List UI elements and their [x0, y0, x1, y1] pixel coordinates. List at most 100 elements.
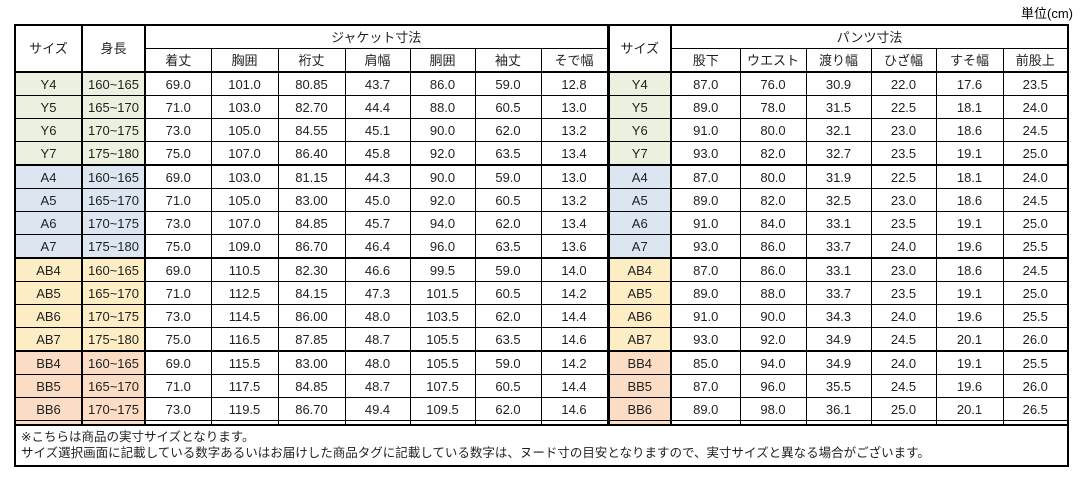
pants-value-cell: 25.5 [1002, 350, 1069, 375]
jacket-value-cell: 63.5 [474, 141, 542, 166]
jacket-value-cell: 43.7 [344, 71, 411, 96]
table-header: サイズ 身長 ジャケット寸法 サイズ パンツ寸法 着丈 胸囲 裄丈 肩幅 胴囲 … [14, 24, 1069, 73]
jacket-value-cell: 107.0 [210, 211, 279, 235]
jacket-value-cell: 13.6 [540, 234, 609, 259]
jacket-value-cell: 71.0 [144, 374, 212, 398]
pants-value-cell: 25.0 [1002, 281, 1069, 305]
jacket-value-cell: 73.0 [144, 118, 212, 142]
jacket-value-cell: 99.5 [409, 257, 476, 282]
pants-value-cell: 25.5 [1002, 234, 1069, 259]
jacket-value-cell: 47.3 [344, 281, 411, 305]
size-cell: Y4 [14, 71, 83, 96]
jacket-value-cell: 12.8 [540, 71, 609, 96]
jacket-value-cell: 75.0 [144, 141, 212, 166]
pants-value-cell: 91.0 [670, 211, 741, 235]
size-cell: A7 [14, 234, 83, 259]
pants-value-cell: 93.0 [670, 234, 741, 259]
notes-box: ※こちらは商品の実寸サイズとなります。 サイズ選択画面に記載している数字あるいは… [14, 424, 1069, 467]
pants-value-cell: 25.0 [1002, 141, 1069, 166]
size-cell: A4 [14, 164, 83, 189]
jacket-value-cell: 13.4 [540, 141, 609, 166]
height-cell: 175~180 [81, 234, 146, 259]
table-row: A5 165~170 71.0 105.0 83.00 45.0 92.0 60.5 13.2 A… [14, 188, 1069, 212]
table-row: AB6 170~175 73.0 114.5 86.00 48.0 103.5 62.0 14.… [14, 304, 1069, 328]
size-cell: AB7 [14, 327, 83, 352]
pants-value-cell: 24.0 [870, 234, 937, 259]
jacket-value-cell: 46.4 [344, 234, 411, 259]
pants-value-cell: 32.5 [805, 188, 872, 212]
pants-size-cell: AB4 [606, 257, 672, 282]
height-cell: 175~180 [81, 327, 146, 352]
pants-value-cell: 98.0 [739, 397, 807, 421]
pants-value-cell: 19.1 [935, 141, 1004, 166]
jacket-value-cell: 114.5 [210, 304, 279, 328]
pants-value-cell: 25.0 [870, 397, 937, 421]
pants-size-cell: AB5 [606, 281, 672, 305]
sub-header-row: 着丈 胸囲 裄丈 肩幅 胴囲 袖丈 そで幅 股下 ウエスト 渡り幅 ひざ幅 すそ… [15, 48, 1069, 73]
pants-value-cell: 23.0 [870, 188, 937, 212]
size-cell: A6 [14, 211, 83, 235]
col-header-jacket-length: 着丈 [144, 48, 212, 73]
jacket-value-cell: 48.7 [344, 327, 411, 352]
table-row: Y4 160~165 69.0 101.0 80.85 43.7 86.0 59.0 12.8 Y… [14, 71, 1069, 96]
pants-value-cell: 76.0 [739, 71, 807, 96]
pants-size-cell: AB6 [606, 304, 672, 328]
pants-value-cell: 33.1 [805, 257, 872, 282]
pants-value-cell: 26.5 [1002, 397, 1069, 421]
pants-value-cell: 19.6 [935, 234, 1004, 259]
pants-value-cell: 33.7 [805, 281, 872, 305]
pants-value-cell: 19.1 [935, 350, 1004, 375]
table-row: A7 175~180 75.0 109.0 86.70 46.4 96.0 63.5 13.6 A… [14, 234, 1069, 259]
jacket-value-cell: 62.0 [474, 211, 542, 235]
pants-value-cell: 18.1 [935, 164, 1004, 189]
jacket-value-cell: 105.0 [210, 188, 279, 212]
pants-value-cell: 24.5 [1002, 257, 1069, 282]
col-header-chest: 胸囲 [210, 48, 279, 73]
col-header-size-pants: サイズ [606, 24, 672, 73]
size-cell: BB6 [14, 397, 83, 421]
pants-value-cell: 90.0 [739, 304, 807, 328]
pants-value-cell: 96.0 [739, 374, 807, 398]
pants-value-cell: 24.5 [870, 374, 937, 398]
jacket-value-cell: 60.5 [474, 281, 542, 305]
table-row: BB6 170~175 73.0 119.5 86.70 49.4 109.5 62.0 14.… [14, 397, 1069, 421]
col-header-cuff: そで幅 [540, 48, 609, 73]
jacket-value-cell: 109.5 [409, 397, 476, 421]
height-cell: 160~165 [81, 71, 146, 96]
pants-value-cell: 24.0 [870, 304, 937, 328]
jacket-value-cell: 81.15 [277, 164, 346, 189]
height-cell: 165~170 [81, 188, 146, 212]
table-row: AB7 175~180 75.0 116.5 87.85 48.7 105.5 63.5 14.… [14, 327, 1069, 352]
pants-value-cell: 24.5 [1002, 188, 1069, 212]
size-cell: BB4 [14, 350, 83, 375]
height-cell: 160~165 [81, 164, 146, 189]
pants-value-cell: 35.5 [805, 374, 872, 398]
pants-value-cell: 87.0 [670, 164, 741, 189]
size-cell: AB5 [14, 281, 83, 305]
jacket-value-cell: 14.6 [540, 327, 609, 352]
table-row: BB4 160~165 69.0 115.5 83.00 48.0 105.5 59.0 14.… [14, 350, 1069, 375]
col-header-front-rise: 前股上 [1002, 48, 1069, 73]
pants-value-cell: 82.0 [739, 188, 807, 212]
jacket-value-cell: 101.0 [210, 71, 279, 96]
jacket-value-cell: 80.85 [277, 71, 346, 96]
pants-value-cell: 25.0 [1002, 211, 1069, 235]
jacket-value-cell: 112.5 [210, 281, 279, 305]
pants-value-cell: 34.9 [805, 327, 872, 352]
pants-value-cell: 18.6 [935, 118, 1004, 142]
height-cell: 160~165 [81, 257, 146, 282]
jacket-value-cell: 62.0 [474, 304, 542, 328]
pants-size-cell: BB5 [606, 374, 672, 398]
table-row: BB5 165~170 71.0 117.5 84.85 48.7 107.5 60.5 14.… [14, 374, 1069, 398]
table-row: A4 160~165 69.0 103.0 81.15 44.3 90.0 59.0 13.0 A… [14, 164, 1069, 189]
jacket-value-cell: 69.0 [144, 257, 212, 282]
pants-value-cell: 86.0 [739, 257, 807, 282]
col-header-sleeve: 袖丈 [474, 48, 542, 73]
pants-value-cell: 22.0 [870, 71, 937, 96]
jacket-value-cell: 73.0 [144, 211, 212, 235]
pants-value-cell: 19.1 [935, 211, 1004, 235]
jacket-value-cell: 75.0 [144, 327, 212, 352]
size-cell: Y5 [14, 95, 83, 119]
size-cell: AB6 [14, 304, 83, 328]
